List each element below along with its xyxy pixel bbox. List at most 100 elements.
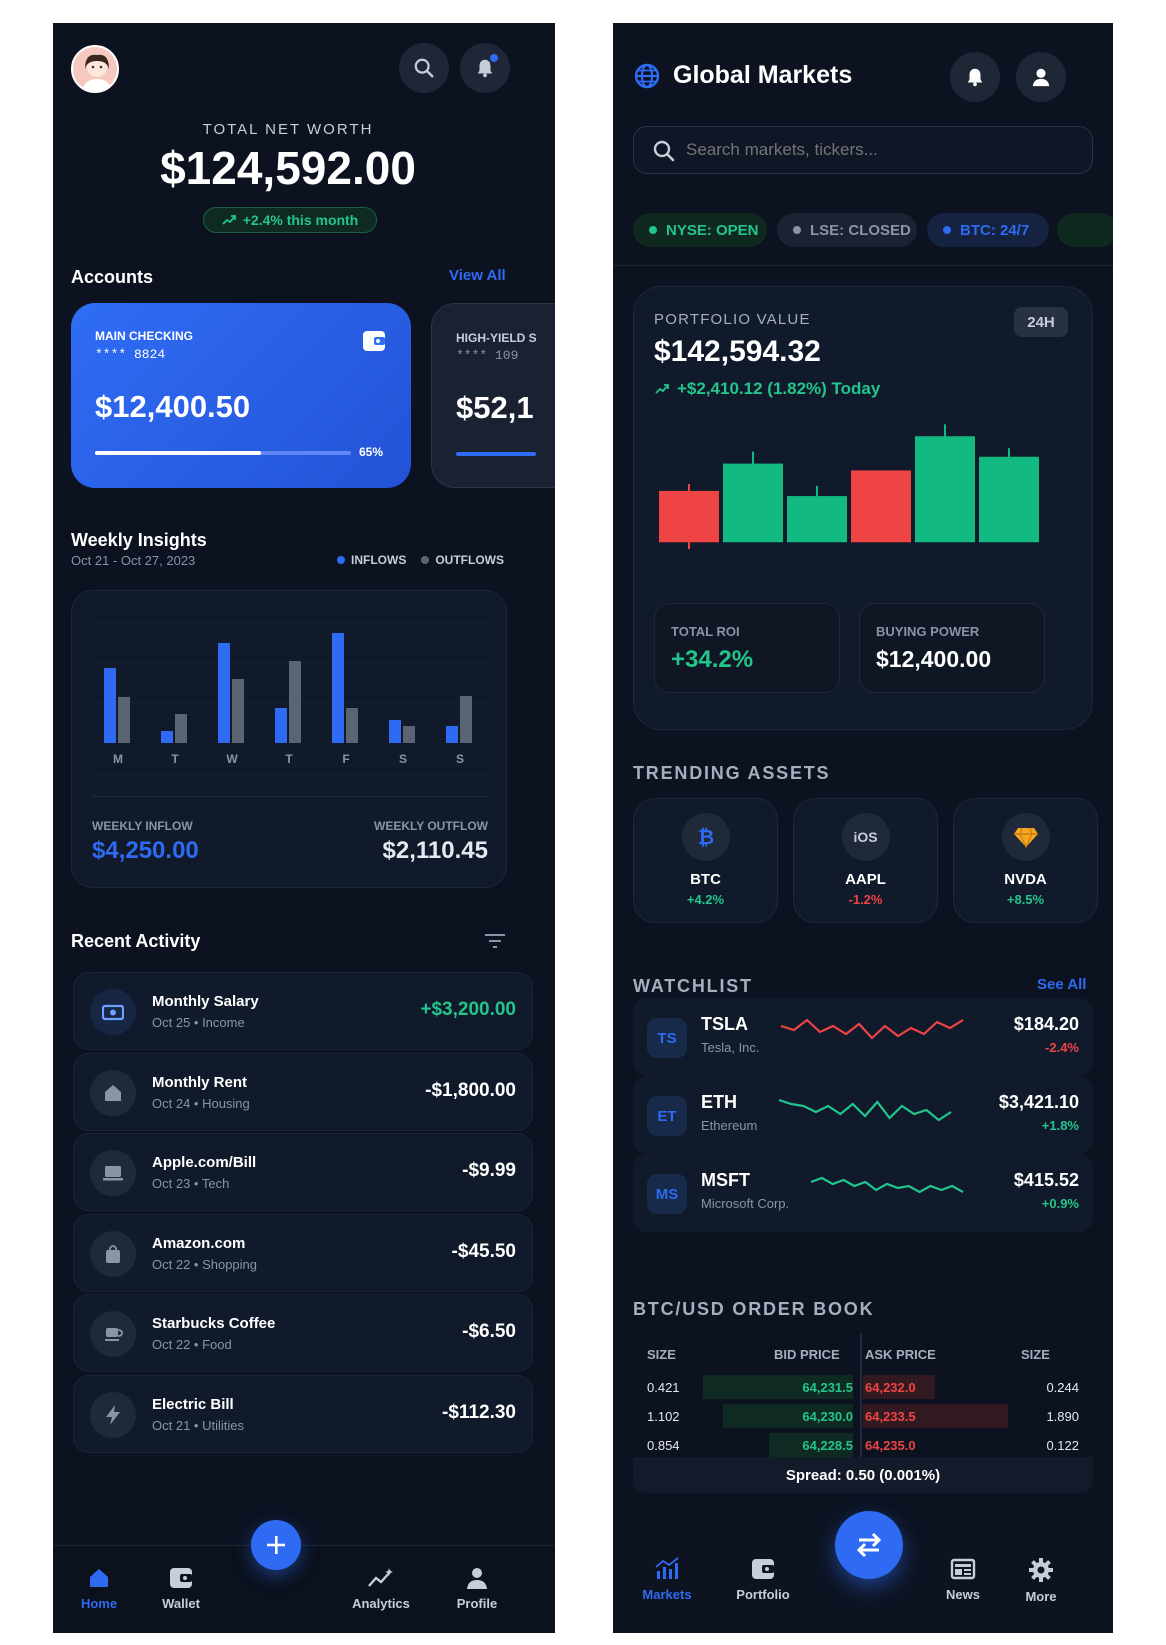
analytics-icon [368, 1568, 393, 1587]
order-book-row[interactable]: 0.421 64,231.5 64,232.0 0.244 [633, 1373, 1093, 1401]
profile-icon [467, 1568, 487, 1589]
watchlist-row[interactable]: TS TSLA Tesla, Inc. $184.20 -2.4% [633, 998, 1093, 1076]
bid-depth-bar [703, 1375, 853, 1399]
bar-inflows-5 [389, 720, 401, 743]
gear-icon [1029, 1558, 1053, 1582]
account-card-main-checking[interactable]: MAIN CHECKING **** 8824 $12,400.50 65% [71, 303, 411, 488]
portfolio-value: $142,594.32 [654, 335, 821, 368]
notifications-button[interactable] [460, 43, 510, 93]
transaction-row[interactable]: Monthly Rent Oct 24 • Housing -$1,800.00 [73, 1052, 533, 1131]
nav-wallet[interactable]: Wallet [141, 1566, 221, 1611]
account-number: **** 8824 [95, 347, 166, 362]
bid-price: 64,230.0 [802, 1409, 853, 1424]
nav-markets[interactable]: Markets [627, 1557, 707, 1602]
net-worth-label: TOTAL NET WORTH [202, 121, 374, 138]
search-bar[interactable] [633, 126, 1093, 174]
ask-size: 1.890 [1046, 1409, 1079, 1424]
sparkline [778, 1098, 952, 1122]
buying-power-value: $12,400.00 [876, 646, 992, 672]
trending-asset-card[interactable]: ₿ BTC +4.2% [633, 798, 778, 923]
nav-home[interactable]: Home [59, 1566, 139, 1611]
icon-glyph: iOS [853, 829, 878, 845]
nav-portfolio[interactable]: Portfolio [723, 1557, 803, 1602]
header-bid-size: SIZE [647, 1347, 676, 1362]
view-all-accounts-link[interactable]: View All [449, 267, 506, 284]
ticker-symbol: TSLA [701, 1014, 748, 1034]
transaction-row[interactable]: Apple.com/Bill Oct 23 • Tech -$9.99 [73, 1133, 533, 1211]
account-balance: $12,400.50 [95, 389, 251, 424]
account-progress-fill [95, 451, 262, 455]
candle-body-4 [915, 436, 975, 543]
transaction-row[interactable]: Amazon.com Oct 22 • Shopping -$45.50 [73, 1213, 533, 1292]
bar-inflows-6 [446, 726, 458, 743]
x-tick-label: M [113, 752, 123, 766]
ios-icon: iOS [841, 813, 890, 861]
home-icon [90, 1569, 108, 1587]
notifications-button[interactable] [950, 52, 1000, 102]
trending-asset-card[interactable]: NVDA +8.5% [953, 798, 1098, 923]
market-status-pill[interactable]: NYSE: OPEN [633, 213, 767, 247]
diamond-icon [1001, 813, 1050, 861]
bar-outflows-5 [403, 726, 415, 743]
nav-news[interactable]: News [923, 1557, 1003, 1602]
transaction-amount: -$1,800.00 [425, 1079, 516, 1101]
order-book-row[interactable]: 1.102 64,230.0 64,233.5 1.890 [633, 1402, 1093, 1430]
sparkline [780, 1018, 964, 1040]
ticker-name: Tesla, Inc. [701, 1040, 760, 1055]
market-status-pill[interactable]: LSE: CLOSED [777, 213, 917, 247]
transaction-row[interactable]: Electric Bill Oct 21 • Utilities -$112.30 [73, 1374, 533, 1453]
header-divider [613, 265, 1113, 266]
market-status-pill[interactable]: BTC: 24/7 [927, 213, 1049, 247]
nav-profile[interactable]: Profile [437, 1566, 517, 1611]
transaction-row[interactable]: Monthly Salary Oct 25 • Income +$3,200.00 [73, 972, 533, 1050]
order-book-row[interactable]: 0.854 64,228.5 64,235.0 0.122 [633, 1431, 1093, 1459]
bar-inflows-4 [332, 633, 344, 743]
portfolio-label: PORTFOLIO VALUE [654, 311, 811, 328]
ticker-price: $3,421.10 [998, 1092, 1079, 1112]
sparkline-path [780, 1018, 964, 1040]
bitcoin-icon: ₿ [681, 813, 730, 861]
swap-fab[interactable] [835, 1511, 903, 1579]
wallet-app-screen: TOTAL NET WORTH $124,592.00 +2.4% this m… [53, 23, 555, 1633]
add-fab[interactable] [251, 1520, 301, 1570]
search-input[interactable] [686, 138, 1076, 162]
account-progress-track [95, 451, 351, 455]
watchlist-row[interactable]: ET ETH Ethereum $3,421.10 +1.8% [633, 1076, 1093, 1154]
trending-asset-card[interactable]: iOS AAPL -1.2% [793, 798, 938, 923]
status-dot [793, 226, 801, 234]
candle-body-2 [787, 496, 847, 543]
account-progress-label: 65% [359, 445, 384, 459]
x-tick-label: S [399, 752, 407, 766]
avatar[interactable] [71, 45, 119, 93]
order-book-title: BTC/USD ORDER BOOK [633, 1299, 875, 1319]
profile-button[interactable] [1016, 52, 1066, 102]
ticker-symbol: ETH [701, 1092, 737, 1112]
svg-text:₿: ₿ [697, 825, 713, 849]
chart-legend: INFLOWS OUTFLOWS [337, 553, 504, 567]
asset-symbol: NVDA [1004, 871, 1047, 888]
search-button[interactable] [399, 43, 449, 93]
transaction-row[interactable]: Starbucks Coffee Oct 22 • Food -$6.50 [73, 1294, 533, 1372]
weekly-insights-range: Oct 21 - Oct 27, 2023 [71, 553, 196, 568]
see-all-watchlist-link[interactable]: See All [1037, 976, 1087, 993]
transaction-title: Amazon.com [152, 1234, 246, 1252]
buying-power-card: BUYING POWER $12,400.00 [859, 603, 1045, 693]
bottom-navigation: Home Wallet Analytics Profile [53, 1520, 555, 1633]
bid-size: 1.102 [647, 1409, 680, 1424]
account-card-high-yield[interactable]: HIGH-YIELD S **** 109 $52,1 [431, 303, 555, 488]
markets-app-screen: Global Markets NYSE: OPEN LSE: CLOSED BTC:… [613, 23, 1113, 1633]
status-label: NYSE: OPEN [666, 221, 759, 239]
ticker-badge: MS [647, 1174, 687, 1214]
ticker-change: +0.9% [1041, 1196, 1079, 1211]
watchlist-row[interactable]: MS MSFT Microsoft Corp. $415.52 +0.9% [633, 1154, 1093, 1232]
period-selector[interactable]: 24H [1014, 307, 1068, 337]
legend-swatch-outflows [421, 556, 430, 564]
filter-icon[interactable] [485, 934, 505, 948]
bar-inflows-3 [275, 708, 287, 743]
nav-analytics[interactable]: Analytics [341, 1566, 421, 1611]
nav-more[interactable]: More [1001, 1557, 1081, 1604]
header-ask-size: SIZE [1021, 1347, 1050, 1362]
asset-symbol: AAPL [845, 871, 886, 888]
market-status-pill-partial[interactable] [1057, 213, 1113, 247]
